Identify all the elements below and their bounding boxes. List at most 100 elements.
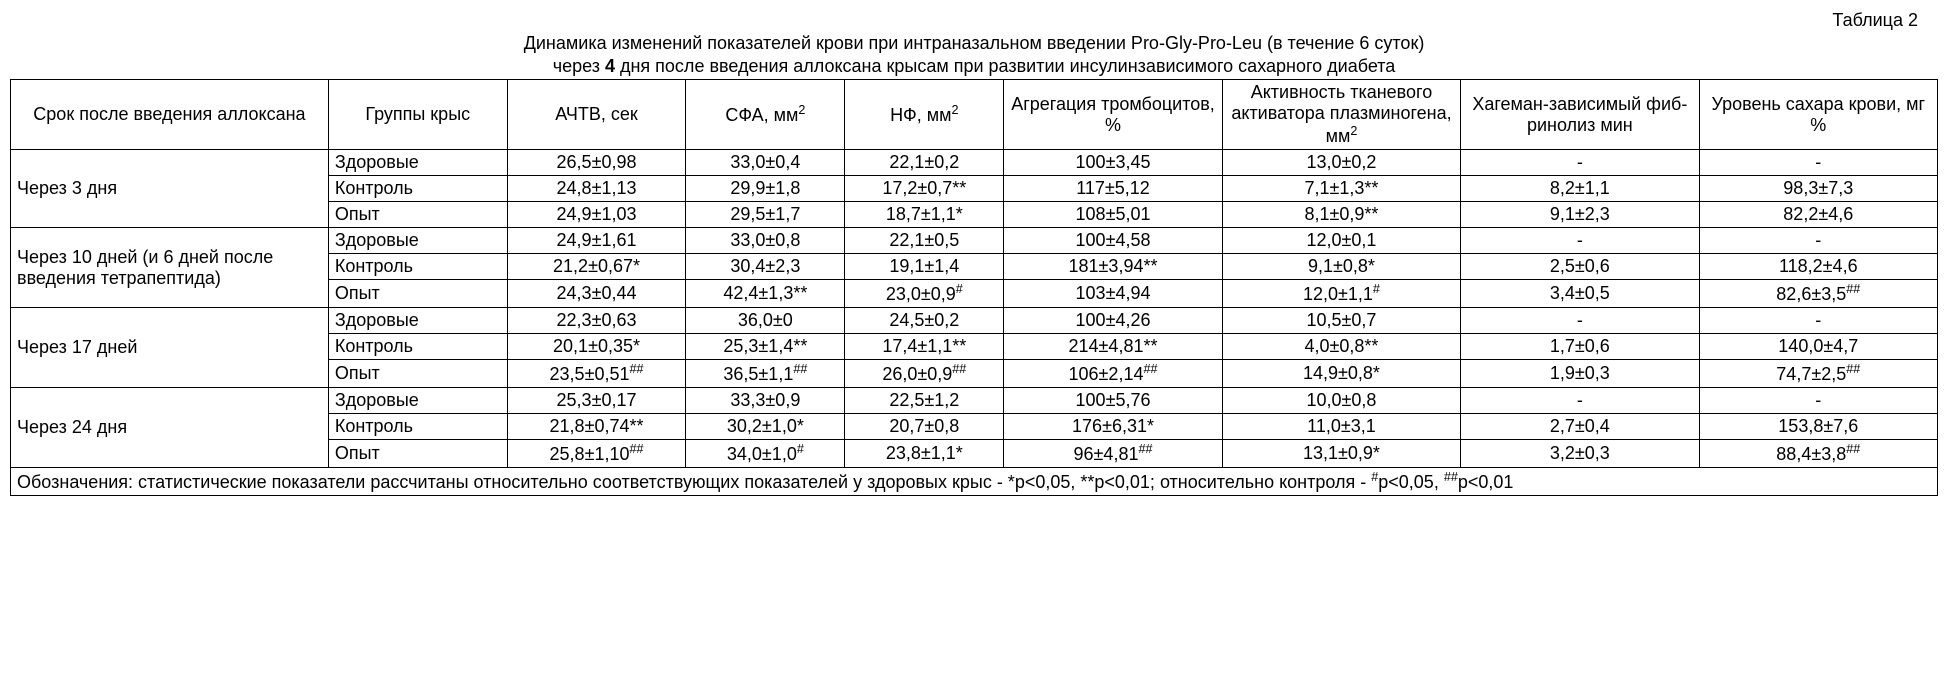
cell: 98,3±7,3 [1699, 176, 1937, 202]
sup: ## [793, 362, 807, 376]
cell: 2,7±0,4 [1461, 414, 1699, 440]
cell: 22,5±1,2 [845, 388, 1004, 414]
hdr-sfa-sup: 2 [798, 103, 805, 117]
cell: 24,9±1,61 [507, 228, 686, 254]
data-table: Срок после введения аллоксана Группы кры… [10, 79, 1938, 496]
cell: 18,7±1,1* [845, 202, 1004, 228]
table-number: Таблица 2 [10, 10, 1938, 31]
cell: 7,1±1,3** [1222, 176, 1460, 202]
hdr-act-txt: Активность тканевого актива­тора плазмин… [1231, 82, 1451, 146]
cell: 20,7±0,8 [845, 414, 1004, 440]
title-line2: через 4 дня после введения аллоксана кры… [10, 56, 1938, 77]
cell: 19,1±1,4 [845, 254, 1004, 280]
val: 23,0±0,9 [886, 284, 956, 304]
hdr-period: Срок после введения аллоксана [11, 80, 329, 150]
period-cell: Через 10 дней (и 6 дней после введения т… [11, 228, 329, 308]
val: 82,6±3,5 [1776, 284, 1846, 304]
val: 36,5±1,1 [723, 364, 793, 384]
cell: 214±4,81** [1004, 334, 1223, 360]
cell: 2,5±0,6 [1461, 254, 1699, 280]
cell: 96±4,81## [1004, 440, 1223, 468]
cell: 22,1±0,5 [845, 228, 1004, 254]
cell: 33,0±0,4 [686, 150, 845, 176]
cell: 8,2±1,1 [1461, 176, 1699, 202]
hdr-nf-sup: 2 [952, 103, 959, 117]
group-cell: Здоровые [328, 150, 507, 176]
cell: - [1461, 150, 1699, 176]
cell: 42,4±1,3** [686, 280, 845, 308]
cell: 88,4±3,8## [1699, 440, 1937, 468]
cell: 13,1±0,9* [1222, 440, 1460, 468]
cell: 153,8±7,6 [1699, 414, 1937, 440]
cell: 8,1±0,9** [1222, 202, 1460, 228]
cell: 24,9±1,03 [507, 202, 686, 228]
sup: ## [1846, 362, 1860, 376]
cell: 176±6,31* [1004, 414, 1223, 440]
cell: 3,4±0,5 [1461, 280, 1699, 308]
sup: ## [1846, 442, 1860, 456]
group-cell: Опыт [328, 440, 507, 468]
fn-s2: ## [1444, 470, 1458, 484]
cell: 22,1±0,2 [845, 150, 1004, 176]
period-cell: Через 3 дня [11, 150, 329, 228]
cell: 17,2±0,7** [845, 176, 1004, 202]
group-cell: Здоровые [328, 308, 507, 334]
hdr-sugar: Уровень сахара крови, мг % [1699, 80, 1937, 150]
hdr-aggregation: Агрегация тром­боцитов, % [1004, 80, 1223, 150]
cell: 100±4,58 [1004, 228, 1223, 254]
cell: - [1699, 150, 1937, 176]
val: 34,0±1,0 [727, 444, 797, 464]
cell: 25,8±1,10## [507, 440, 686, 468]
fn-a: Обозначения: статистические показатели р… [17, 472, 1371, 492]
cell: 29,9±1,8 [686, 176, 845, 202]
cell: 30,4±2,3 [686, 254, 845, 280]
cell: 20,1±0,35* [507, 334, 686, 360]
cell: 34,0±1,0# [686, 440, 845, 468]
sup: # [956, 282, 963, 296]
cell: 26,5±0,98 [507, 150, 686, 176]
hdr-hageman: Хагеман-зависимый фиб­ринолиз мин [1461, 80, 1699, 150]
hdr-aptt: АЧТВ, сек [507, 80, 686, 150]
cell: 12,0±1,1# [1222, 280, 1460, 308]
group-cell: Опыт [328, 202, 507, 228]
fn-c: р<0,01 [1458, 472, 1514, 492]
val: 26,0±0,9 [882, 364, 952, 384]
val: 106±2,14 [1069, 364, 1144, 384]
hdr-sfa: СФА, мм2 [686, 80, 845, 150]
cell: 9,1±0,8* [1222, 254, 1460, 280]
group-cell: Контроль [328, 176, 507, 202]
cell: 24,3±0,44 [507, 280, 686, 308]
hdr-group: Группы крыс [328, 80, 507, 150]
table-row: Через 3 дня Здоровые 26,5±0,98 33,0±0,4 … [11, 150, 1938, 176]
sup: ## [1143, 362, 1157, 376]
cell: 24,8±1,13 [507, 176, 686, 202]
table-row: Через 17 дней Здоровые 22,3±0,63 36,0±0 … [11, 308, 1938, 334]
title2b: 4 [605, 56, 615, 76]
cell: 21,2±0,67* [507, 254, 686, 280]
title2c: дня после введения аллоксана крысам при … [615, 56, 1395, 76]
cell: 23,5±0,51## [507, 360, 686, 388]
val: 96±4,81 [1074, 444, 1139, 464]
table-row: Через 10 дней (и 6 дней после введения т… [11, 228, 1938, 254]
hdr-sfa-txt: СФА, мм [725, 105, 798, 125]
cell: 181±3,94** [1004, 254, 1223, 280]
cell: 117±5,12 [1004, 176, 1223, 202]
cell: 82,6±3,5## [1699, 280, 1937, 308]
table-row: Через 24 дня Здоровые 25,3±0,17 33,3±0,9… [11, 388, 1938, 414]
cell: 14,9±0,8* [1222, 360, 1460, 388]
cell: 17,4±1,1** [845, 334, 1004, 360]
cell: 21,8±0,74** [507, 414, 686, 440]
cell: 25,3±0,17 [507, 388, 686, 414]
sup: # [797, 442, 804, 456]
group-cell: Опыт [328, 280, 507, 308]
cell: 4,0±0,8** [1222, 334, 1460, 360]
hdr-nf: НФ, мм2 [845, 80, 1004, 150]
cell: 82,2±4,6 [1699, 202, 1937, 228]
cell: 1,7±0,6 [1461, 334, 1699, 360]
cell: 100±5,76 [1004, 388, 1223, 414]
cell: 11,0±3,1 [1222, 414, 1460, 440]
cell: 10,0±0,8 [1222, 388, 1460, 414]
footnote-row: Обозначения: статистические показатели р… [11, 468, 1938, 496]
val: 74,7±2,5 [1776, 364, 1846, 384]
sup: ## [629, 362, 643, 376]
